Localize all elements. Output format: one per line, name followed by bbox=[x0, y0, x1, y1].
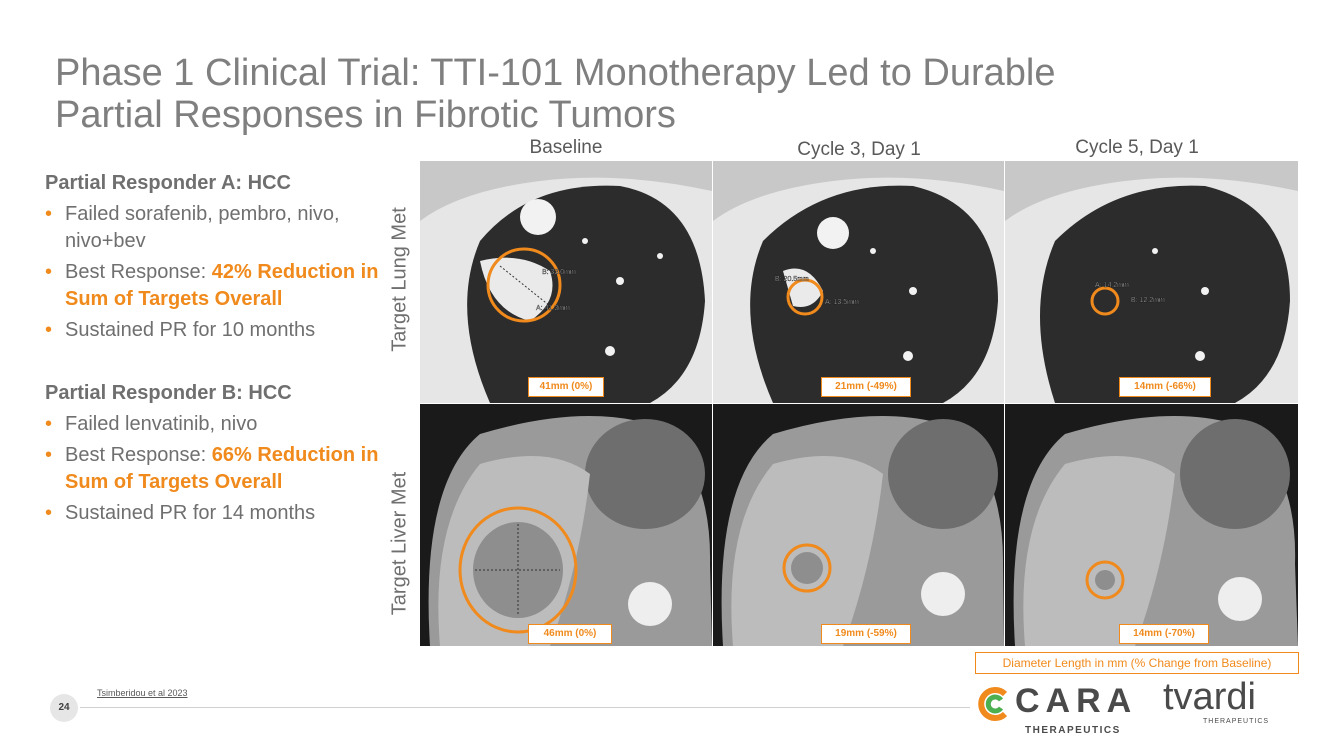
responder-b-title: Partial Responder B: HCC bbox=[45, 382, 292, 404]
ct-lung-cycle3: B: 20.5mm A: 13.5mm 21mm (-49%) bbox=[713, 161, 1004, 403]
ct-liver-cycle3: 19mm (-59%) bbox=[713, 404, 1004, 646]
ct-liver-cycle3-image bbox=[713, 404, 1004, 646]
row-label-liver: Target Liver Met bbox=[388, 471, 411, 616]
footer-divider bbox=[80, 707, 970, 708]
page-number: 24 bbox=[50, 694, 78, 722]
responder-a-bullet2: • Best Response: 42% Reduction in Sum of … bbox=[45, 261, 379, 310]
slide-title-line2: Partial Responses in Fibrotic Tumors bbox=[55, 94, 676, 136]
responder-b-bullet1: • Failed lenvatinib, nivo bbox=[45, 413, 258, 435]
responder-text-column: Partial Responder A: HCC • Failed sorafen… bbox=[45, 172, 385, 531]
responder-b-bullet3: • Sustained PR for 14 months bbox=[45, 502, 316, 524]
lung-baseline-measure-a: A: 41.3mm bbox=[536, 305, 570, 312]
lung-cycle3-measure-b: B: 20.5mm bbox=[775, 276, 809, 283]
lung-baseline-caption: 41mm (0%) bbox=[528, 377, 604, 397]
column-header-cycle5: Cycle 5, Day 1 bbox=[1075, 137, 1199, 158]
responder-b-bullet2: • Best Response: 66% Reduction in Sum of … bbox=[45, 444, 379, 493]
ct-liver-baseline-image bbox=[420, 404, 712, 646]
tvardi-logo-subtext: THERAPEUTICS bbox=[1203, 718, 1270, 725]
responder-a-title: Partial Responder A: HCC bbox=[45, 172, 291, 194]
row-label-lung: Target Lung Met bbox=[388, 207, 411, 352]
ct-liver-cycle5-image bbox=[1005, 404, 1298, 646]
slide-title: Phase 1 Clinical Trial: TTI-101 Monother… bbox=[55, 52, 1255, 136]
liver-cycle5-caption: 14mm (-70%) bbox=[1119, 624, 1209, 644]
tvardi-logo-text: tvardi bbox=[1163, 676, 1256, 718]
lung-cycle5-caption: 14mm (-66%) bbox=[1119, 377, 1211, 397]
lung-cycle3-measure-a: A: 13.5mm bbox=[825, 299, 859, 306]
slide-title-line1: Phase 1 Clinical Trial: TTI-101 Monother… bbox=[55, 52, 1056, 94]
responder-a-bullet3: • Sustained PR for 10 months bbox=[45, 319, 316, 341]
liver-baseline-caption: 46mm (0%) bbox=[528, 624, 612, 644]
ct-lung-cycle3-image: B: 20.5mm A: 13.5mm bbox=[713, 161, 1004, 403]
cara-logo-text: CARA bbox=[1015, 682, 1138, 720]
cara-logo-subtext: THERAPEUTICS bbox=[1025, 725, 1121, 736]
liver-cycle3-caption: 19mm (-59%) bbox=[821, 624, 911, 644]
responder-a-bullet1: • Failed sorafenib, pembro, nivo, nivo+be… bbox=[45, 203, 340, 252]
lung-baseline-measure-b: B: 33.0mm bbox=[542, 269, 576, 276]
column-header-baseline: Baseline bbox=[529, 137, 603, 158]
ct-lung-cycle5-image: A: 14.2mm B: 12.2mm bbox=[1005, 161, 1298, 403]
citation-link[interactable]: Tsimberidou et al 2023 bbox=[97, 688, 188, 698]
lung-cycle5-measure-b: B: 12.2mm bbox=[1131, 297, 1165, 304]
ct-liver-cycle5: 14mm (-70%) bbox=[1005, 404, 1298, 646]
lung-cycle5-measure-a: A: 14.2mm bbox=[1095, 282, 1129, 289]
diameter-legend: Diameter Length in mm (% Change from Bas… bbox=[975, 652, 1299, 674]
ct-liver-baseline: 46mm (0%) bbox=[420, 404, 712, 646]
column-header-cycle3: Cycle 3, Day 1 bbox=[797, 139, 921, 160]
ct-lung-baseline-image: B: 33.0mm A: 41.3mm bbox=[420, 161, 712, 403]
lung-cycle3-caption: 21mm (-49%) bbox=[821, 377, 911, 397]
ct-lung-baseline: B: 33.0mm A: 41.3mm 41mm (0%) bbox=[420, 161, 712, 403]
ct-lung-cycle5: A: 14.2mm B: 12.2mm 14mm (-66%) bbox=[1005, 161, 1298, 403]
cara-logo-icon bbox=[978, 687, 1008, 721]
